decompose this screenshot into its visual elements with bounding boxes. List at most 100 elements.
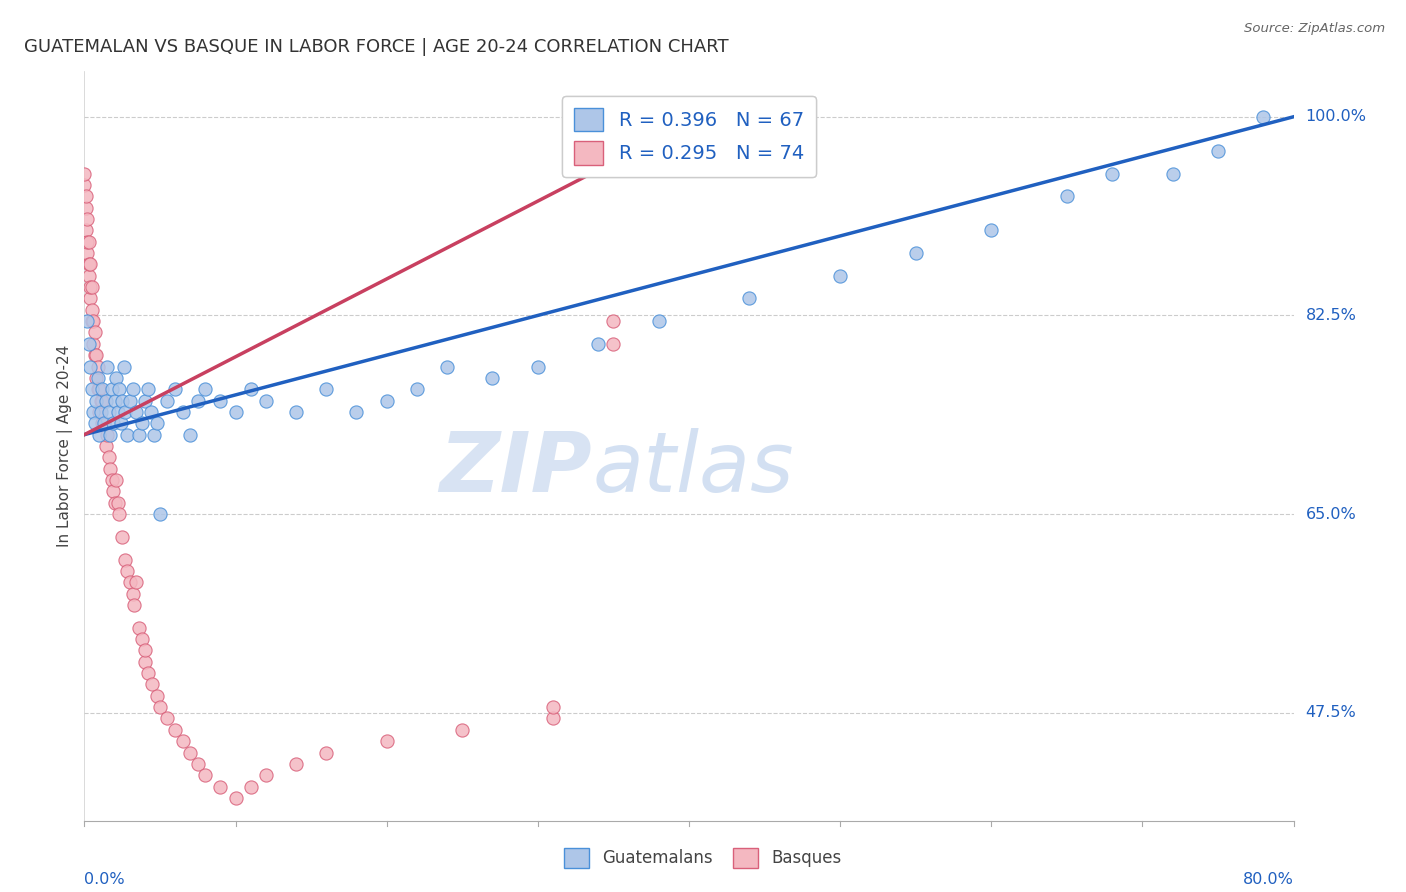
Point (134, 655, 156, 669)
Point (165, 723, 187, 737)
Point (122, 598, 145, 612)
Point (75, 223, 97, 237)
Point (86, 348, 108, 362)
Point (209, 393, 232, 408)
Point (79, 292, 101, 306)
Point (285, 756, 308, 771)
Point (80, 302, 103, 317)
Point (90, 405, 112, 419)
Point (172, 405, 194, 419)
Point (100, 473, 122, 487)
Point (451, 723, 474, 737)
Point (84, 417, 107, 431)
Point (87, 359, 110, 374)
Point (149, 507, 172, 521)
Point (75, 201, 97, 215)
Point (146, 689, 169, 703)
Text: atlas: atlas (592, 428, 794, 509)
Point (541, 711, 564, 725)
Point (406, 382, 429, 396)
Point (101, 417, 124, 431)
Point (602, 336, 624, 351)
Point (118, 575, 141, 590)
Point (97, 405, 120, 419)
Point (98, 461, 121, 475)
Point (254, 393, 277, 408)
Text: ZIP: ZIP (440, 428, 592, 509)
Point (101, 484, 124, 499)
Legend: Guatemalans, Basques: Guatemalans, Basques (558, 841, 848, 875)
Text: Source: ZipAtlas.com: Source: ZipAtlas.com (1244, 22, 1385, 36)
Point (104, 393, 127, 408)
Point (98, 427, 121, 442)
Point (121, 586, 143, 600)
Point (77, 268, 100, 283)
Point (82, 405, 104, 419)
Point (112, 359, 135, 374)
Point (156, 711, 179, 725)
Point (97, 450, 120, 465)
Point (527, 359, 550, 374)
Text: 100.0%: 100.0% (1306, 110, 1367, 124)
Point (131, 632, 153, 646)
Point (375, 734, 398, 748)
Point (108, 382, 131, 396)
Point (254, 768, 277, 782)
Point (86, 371, 108, 385)
Point (125, 405, 148, 419)
Point (738, 292, 761, 306)
Text: 47.5%: 47.5% (1306, 706, 1357, 720)
Point (541, 700, 564, 714)
Point (93, 417, 115, 431)
Point (146, 417, 169, 431)
Point (91, 382, 114, 396)
Point (375, 393, 398, 408)
Point (86, 393, 108, 408)
Point (75, 189, 97, 203)
Point (89, 382, 111, 396)
Point (73, 167, 96, 181)
Point (315, 382, 337, 396)
Point (107, 405, 129, 419)
Point (165, 382, 187, 396)
Point (118, 393, 141, 408)
Point (73, 178, 96, 192)
Point (111, 393, 134, 408)
Point (79, 280, 101, 294)
Point (830, 268, 852, 283)
Point (209, 780, 232, 794)
Point (76, 211, 98, 226)
Point (1253, 110, 1275, 124)
Point (142, 427, 165, 442)
Point (134, 393, 156, 408)
Point (239, 780, 262, 794)
Point (179, 427, 201, 442)
Point (87, 371, 110, 385)
Text: GUATEMALAN VS BASQUE IN LABOR FORCE | AGE 20-24 CORRELATION CHART: GUATEMALAN VS BASQUE IN LABOR FORCE | AG… (24, 38, 728, 56)
Point (105, 473, 128, 487)
Point (904, 246, 927, 260)
Point (187, 756, 209, 771)
Point (115, 564, 138, 578)
Point (136, 382, 159, 396)
Point (128, 621, 150, 635)
Point (76, 314, 98, 328)
Point (111, 530, 134, 544)
Point (1206, 144, 1229, 158)
Point (1056, 189, 1078, 203)
Point (80, 314, 103, 328)
Point (79, 257, 101, 271)
Point (141, 677, 163, 691)
Point (225, 405, 247, 419)
Point (87, 382, 110, 396)
Point (94, 439, 117, 453)
Point (76, 235, 98, 249)
Point (89, 427, 111, 442)
Point (346, 405, 368, 419)
Point (79, 359, 101, 374)
Point (436, 359, 458, 374)
Point (93, 417, 115, 431)
Point (125, 575, 148, 590)
Point (121, 382, 143, 396)
Point (114, 552, 136, 566)
